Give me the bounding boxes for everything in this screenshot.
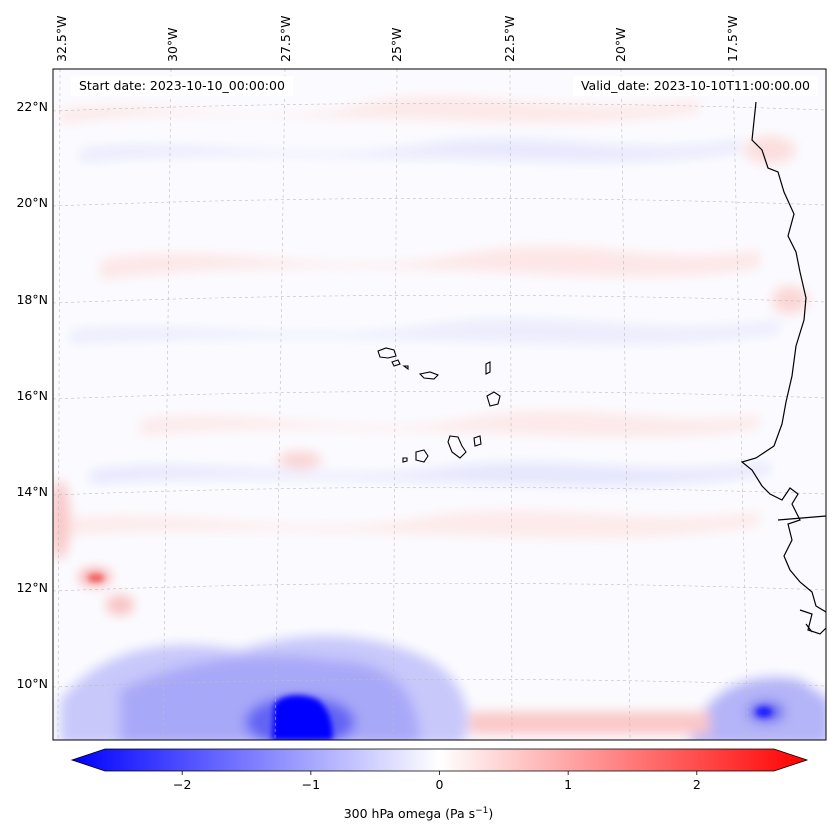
lat-tick-label: 18°N [16, 292, 48, 307]
lat-tick-labels: 22°N 20°N 18°N 16°N 14°N 12°N 10°N [16, 99, 48, 691]
sao-nicolau-island [418, 371, 439, 380]
valid-date-label: Valid_date: 2023-10-10T11:00:00.00 [572, 76, 818, 96]
lat-tick-label: 22°N [16, 99, 48, 114]
map-panel [53, 69, 826, 740]
santa-luzia-island [402, 365, 409, 371]
omega-field-cores [88, 574, 772, 740]
cape-verde-islands [377, 347, 501, 463]
lat-tick-label: 16°N [16, 388, 48, 403]
lat-tick-label: 10°N [16, 676, 48, 691]
colorbar-label-exponent: −1 [475, 806, 489, 816]
colorbar-label-text: 300 hPa omega (Pa s [343, 806, 476, 822]
colorbar: −2 −1 0 1 2 [70, 748, 809, 792]
gambia-river-coast [777, 515, 826, 521]
sal-island [485, 361, 491, 375]
gridlines [53, 69, 826, 740]
guinea-bissau-coast [799, 609, 826, 635]
lon-tick-label: 30°W [165, 27, 180, 62]
lon-tick-label: 32.5°W [54, 16, 69, 62]
lon-tick-label: 20°W [613, 27, 628, 62]
colorbar-tick-label: −1 [302, 777, 320, 792]
colorbar-tick-label: 1 [564, 777, 572, 792]
colorbar-label: 300 hPa omega (Pa s−1) [0, 806, 837, 821]
colorbar-ticks: −2 −1 0 1 2 [173, 771, 701, 792]
lat-tick-label: 14°N [16, 484, 48, 499]
lon-tick-label: 25°W [389, 27, 404, 62]
lat-tick-label: 20°N [16, 195, 48, 210]
lon-tick-label: 22.5°W [502, 16, 517, 62]
map-frame [52, 68, 827, 741]
colorbar-label-close: ) [488, 806, 494, 822]
omega-field-contours [53, 96, 826, 740]
boa-vista-island [486, 391, 501, 407]
colorbar-tick-label: 0 [436, 777, 444, 792]
sao-vicente-island [391, 359, 401, 367]
colorbar-gradient [70, 748, 809, 772]
lon-tick-label: 17.5°W [725, 16, 740, 62]
maio-island [473, 435, 482, 447]
santo-antao-island [377, 347, 397, 359]
lon-tick-labels: 32.5°W 30°W 27.5°W 25°W 22.5°W 20°W 17.5… [54, 16, 740, 62]
africa-coastline [740, 101, 826, 613]
colorbar-tick-label: −2 [173, 777, 191, 792]
map-background [53, 69, 826, 740]
start-date-label: Start date: 2023-10-10_00:00:00 [71, 76, 293, 96]
santiago-island [447, 435, 467, 459]
lat-tick-label: 12°N [16, 580, 48, 595]
fogo-island [415, 449, 429, 463]
colorbar-tick-label: 2 [693, 777, 701, 792]
lon-tick-label: 27.5°W [278, 16, 293, 62]
coastlines [740, 101, 826, 635]
brava-island [402, 457, 408, 463]
